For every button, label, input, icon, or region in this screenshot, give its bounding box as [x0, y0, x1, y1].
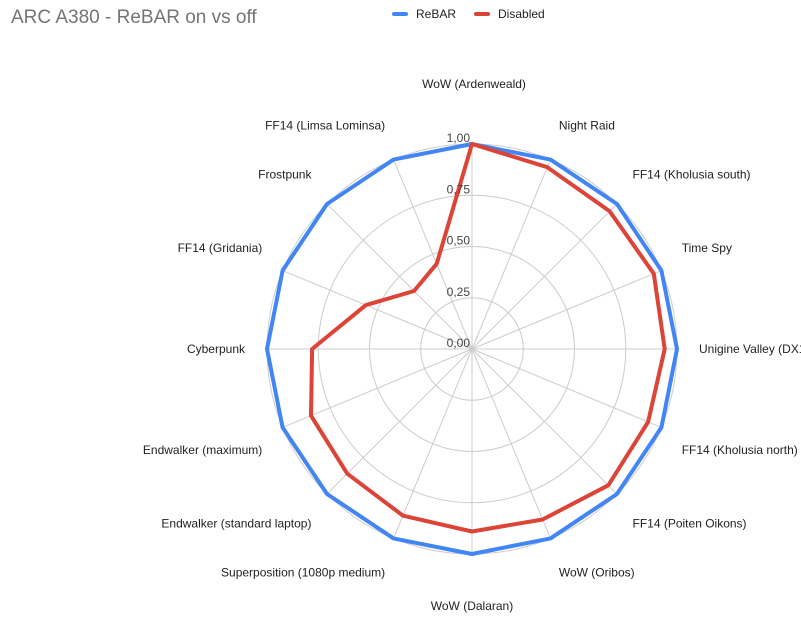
- tick-label: 0,75: [447, 182, 471, 196]
- tick-label: 0,00: [447, 336, 471, 350]
- legend-label-disabled: Disabled: [498, 7, 545, 21]
- series-line-rebar: [265, 142, 679, 556]
- category-label: FF14 (Kholusia south): [633, 167, 751, 181]
- legend-item-disabled[interactable]: Disabled: [474, 7, 545, 21]
- grid-spoke: [326, 203, 473, 350]
- grid-spoke: [471, 203, 618, 350]
- category-label: Endwalker (maximum): [143, 443, 262, 457]
- category-label: Superposition (1080p medium): [221, 566, 385, 580]
- tick-label: 0,50: [447, 234, 471, 248]
- category-label: Unigine Valley (DX11): [699, 342, 801, 356]
- grid-spoke: [471, 348, 662, 428]
- grid-spoke: [282, 348, 473, 428]
- grid-spoke: [282, 270, 473, 350]
- category-label: WoW (Ardenweald): [422, 77, 526, 91]
- grid-spoke: [393, 159, 473, 350]
- category-label: FF14 (Kholusia north): [682, 443, 798, 457]
- category-label: WoW (Oribos): [559, 566, 635, 580]
- grid-spoke: [326, 348, 473, 495]
- legend-label-rebar: ReBAR: [416, 7, 457, 21]
- category-label: Frostpunk: [258, 167, 312, 181]
- category-label: Night Raid: [559, 118, 615, 132]
- category-label: Endwalker (standard laptop): [161, 517, 311, 531]
- tick-label: 1,00: [447, 131, 471, 145]
- category-label: FF14 (Gridania): [178, 241, 263, 255]
- grid-spoke: [471, 348, 551, 539]
- category-label: FF14 (Limsa Lominsa): [265, 118, 385, 132]
- tick-label: 0,25: [447, 285, 471, 299]
- series-line-disabled: [309, 142, 667, 534]
- category-label: Cyberpunk: [187, 342, 246, 356]
- legend-swatch-disabled: [474, 12, 491, 16]
- grid-spoke: [393, 348, 473, 539]
- chart-title: ARC A380 - ReBAR on vs off: [11, 7, 257, 28]
- category-label: FF14 (Poiten Oikons): [633, 517, 747, 531]
- legend-swatch-rebar: [392, 12, 408, 16]
- grid-spoke: [471, 159, 551, 350]
- legend: ReBAR Disabled: [392, 7, 563, 21]
- category-label: Time Spy: [682, 241, 732, 255]
- category-label: WoW (Dalaran): [431, 599, 513, 613]
- legend-item-rebar[interactable]: ReBAR: [392, 7, 456, 21]
- grid-spoke: [471, 348, 618, 495]
- grid-spoke: [471, 270, 662, 350]
